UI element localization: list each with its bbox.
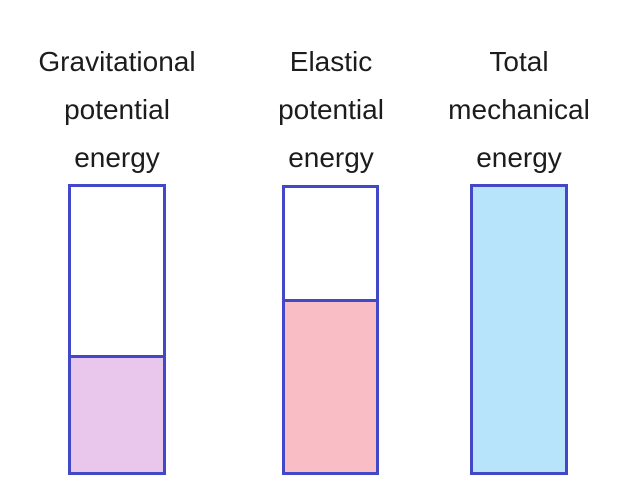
label-elastic-potential-energy: Elastic potential energy [211, 38, 451, 182]
bar-total-mechanical-energy [470, 184, 568, 475]
label-line: Gravitational [38, 46, 196, 77]
bar-fill-elastic [285, 298, 376, 472]
label-line: potential [278, 94, 384, 125]
bar-gravitational-potential-energy [68, 184, 166, 475]
label-line: energy [74, 142, 160, 173]
bar-elastic-potential-energy [282, 185, 379, 475]
label-total-mechanical-energy: Total mechanical energy [399, 38, 622, 182]
label-line: energy [288, 142, 374, 173]
label-line: mechanical [448, 94, 590, 125]
bar-fill-gravitational [71, 355, 163, 472]
bar-fill-total-mechanical [473, 187, 565, 472]
label-gravitational-potential-energy: Gravitational potential energy [0, 38, 237, 182]
label-line: Elastic [289, 46, 373, 77]
label-line: energy [476, 142, 562, 173]
label-line: potential [64, 94, 170, 125]
label-line: Total [489, 46, 549, 77]
